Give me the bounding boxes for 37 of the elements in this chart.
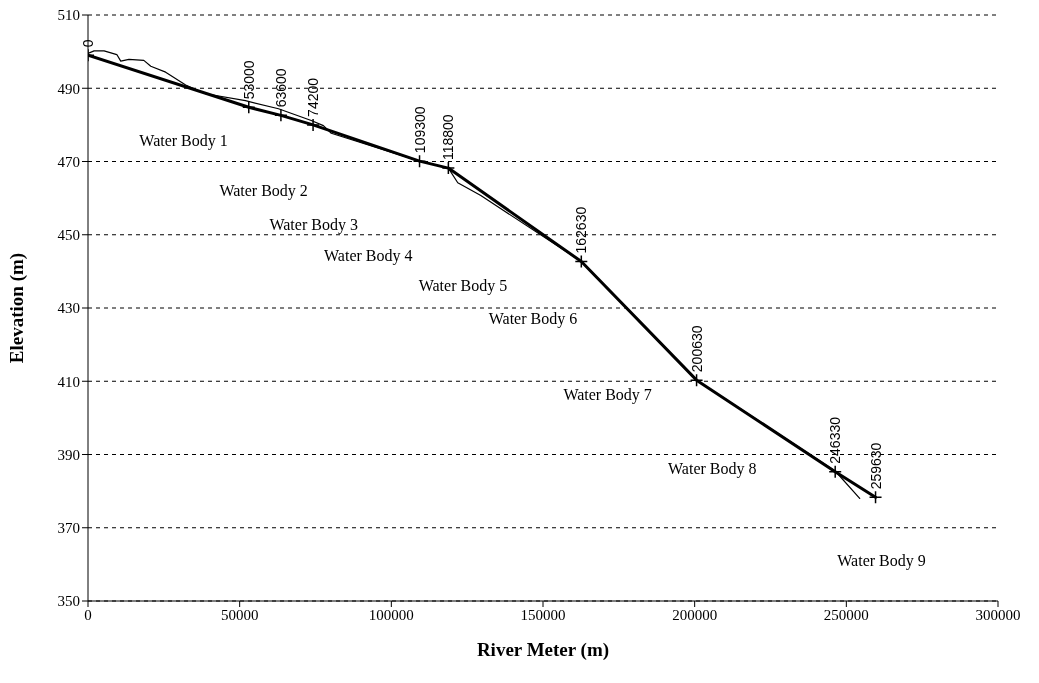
annotation: 118800 [440, 114, 457, 161]
x-tick-label: 300000 [975, 606, 1021, 623]
annotation: Water Body 1 [139, 131, 228, 150]
x-axis-title: River Meter (m) [476, 639, 610, 661]
annotation: Water Body 2 [219, 181, 308, 200]
y-tick-label: 510 [57, 7, 80, 24]
annotation: 259630 [867, 442, 884, 490]
x-tick-label: 100000 [368, 606, 414, 623]
x-tick-label: 150000 [520, 606, 566, 623]
y-tick-label: 350 [57, 593, 80, 610]
annotation: 200630 [688, 325, 705, 373]
x-tick-label: 50000 [220, 606, 259, 623]
annotation: Water Body 3 [269, 216, 358, 235]
annotation: Water Body 9 [837, 551, 926, 570]
y-tick-label: 390 [57, 446, 80, 463]
y-tick-label: 490 [57, 80, 80, 97]
annotation: 246330 [827, 416, 844, 464]
annotation: Water Body 4 [324, 247, 413, 266]
annotation: 0 [80, 39, 96, 48]
y-tick-label: 370 [57, 520, 80, 537]
x-tick-label: 200000 [672, 606, 718, 623]
annotation: 53000 [240, 60, 257, 100]
annotation: Water Body 6 [488, 309, 578, 328]
annotation: 109300 [411, 106, 428, 154]
annotation: 162630 [573, 206, 590, 254]
y-axis-title: Elevation (m) [5, 252, 28, 364]
annotation: 74200 [305, 77, 322, 117]
annotation: 63600 [272, 68, 289, 108]
annotation: Water Body 7 [563, 385, 652, 404]
x-tick-label: 250000 [823, 606, 869, 623]
annotation: Water Body 8 [668, 459, 757, 478]
y-tick-label: 410 [57, 373, 80, 390]
annotation: Water Body 5 [418, 277, 508, 296]
y-tick-label: 450 [57, 227, 80, 244]
x-tick-label: 0 [84, 606, 92, 623]
y-tick-label: 430 [57, 300, 80, 317]
y-tick-label: 470 [57, 153, 80, 170]
